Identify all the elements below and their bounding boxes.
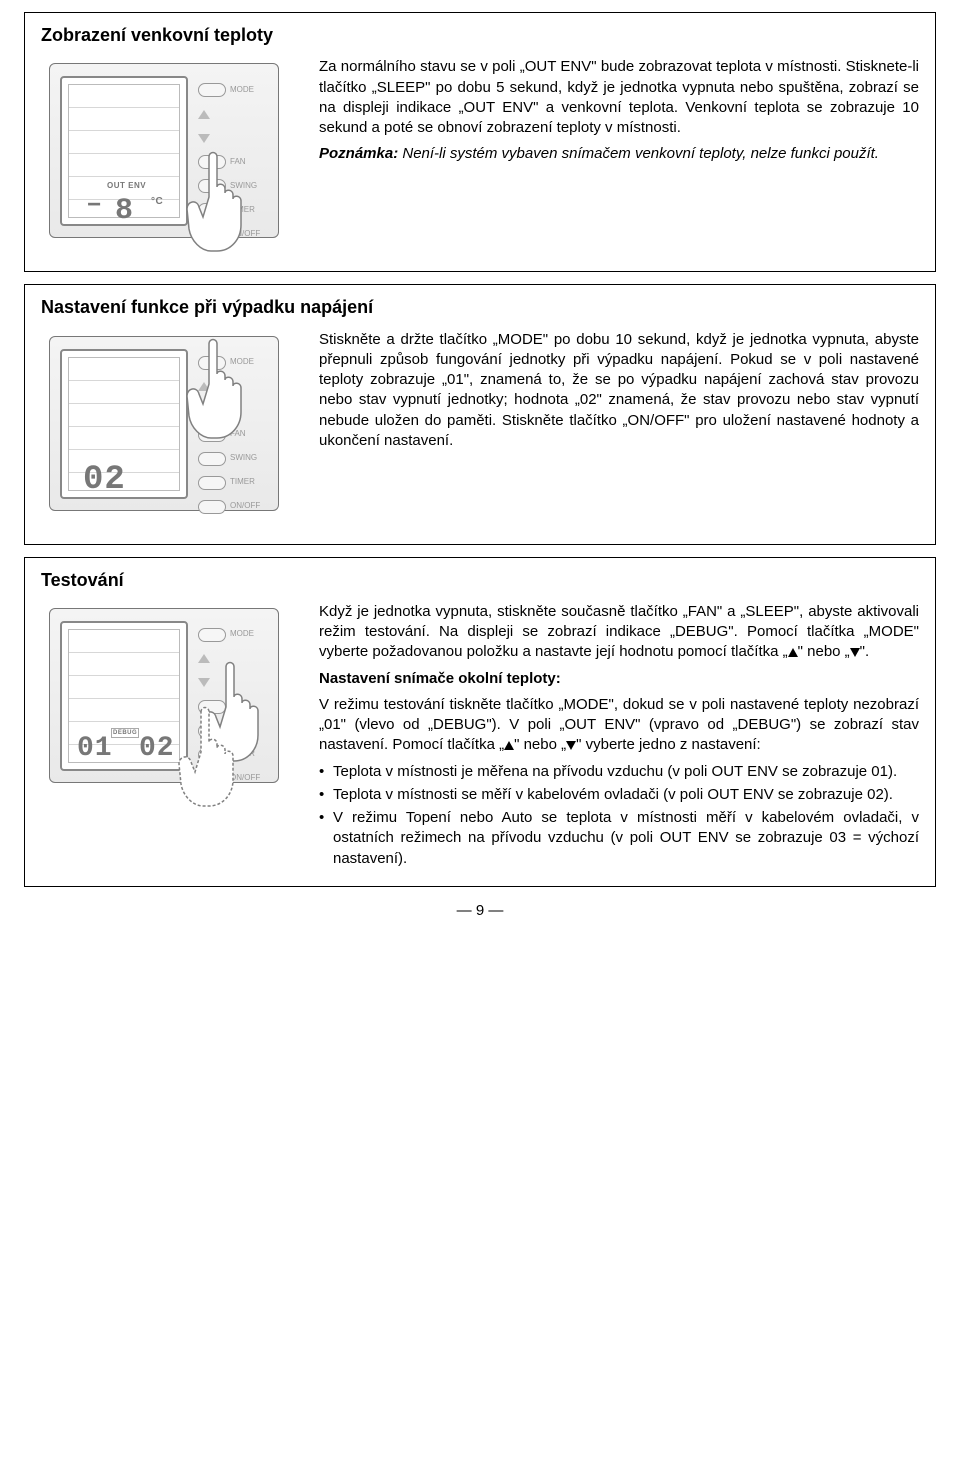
- list-item: Teplota v místnosti se měří v kabelovém …: [319, 785, 919, 805]
- arrow-down-icon[interactable]: [198, 134, 210, 143]
- mode-button[interactable]: [198, 83, 226, 97]
- onoff-label: ON/OFF: [230, 501, 260, 512]
- debug-badge: DEBUG: [111, 728, 139, 738]
- subheading: Nastavení snímače okolní teploty:: [319, 669, 919, 689]
- arrow-down-icon: [566, 741, 576, 750]
- illustration-device-3: 01 DEBUG 02 MODE FAN SWING TIMER ON/OFF: [41, 602, 301, 832]
- paragraph: Za normálního stavu se v poli „OUT ENV" …: [319, 57, 919, 138]
- mode-button[interactable]: [198, 628, 226, 642]
- note: Poznámka: Není-li systém vybaven snímače…: [319, 144, 919, 164]
- section-title: Zobrazení venkovní teploty: [41, 23, 919, 47]
- section-outdoor-temp: Zobrazení venkovní teploty OUT ENV 8 °C …: [24, 12, 936, 272]
- paragraph: Když je jednotka vypnuta, stiskněte souč…: [319, 602, 919, 663]
- swing-label: SWING: [230, 453, 257, 464]
- arrow-up-icon: [504, 741, 514, 750]
- hand-icon: [179, 334, 269, 444]
- timer-label: TIMER: [230, 477, 255, 488]
- section-row: OUT ENV 8 °C − MODE FAN SWING TIMER ON/O…: [41, 57, 919, 257]
- minus-icon: −: [87, 191, 102, 223]
- arrow-up-icon[interactable]: [198, 110, 210, 119]
- section-title: Testování: [41, 568, 919, 592]
- screen-unit: °C: [151, 195, 163, 209]
- list-item: V režimu Topení nebo Auto se teplota v m…: [319, 808, 919, 869]
- arrow-down-icon: [850, 648, 860, 657]
- section-row: 02 MODE FAN SWING TIMER ON/OFF Stiskněte…: [41, 330, 919, 530]
- note-label: Poznámka:: [319, 145, 398, 162]
- mode-label: MODE: [230, 629, 254, 640]
- device-screen: 01 DEBUG 02: [60, 621, 188, 771]
- screen-value: 8: [115, 191, 134, 232]
- paragraph: Stiskněte a držte tlačítko „MODE" po dob…: [319, 330, 919, 452]
- screen-inner: OUT ENV 8 °C −: [68, 84, 180, 218]
- mode-label: MODE: [230, 85, 254, 96]
- section-text: Když je jednotka vypnuta, stiskněte souč…: [319, 602, 919, 872]
- swing-button[interactable]: [198, 452, 226, 466]
- screen-value: 02: [83, 458, 126, 504]
- device-screen: 02: [60, 349, 188, 499]
- screen-right: 02: [139, 730, 175, 768]
- section-title: Nastavení funkce při výpadku napájení: [41, 295, 919, 319]
- illustration-device-2: 02 MODE FAN SWING TIMER ON/OFF: [41, 330, 301, 530]
- section-power-failure: Nastavení funkce při výpadku napájení 02…: [24, 284, 936, 544]
- onoff-button[interactable]: [198, 500, 226, 514]
- device-screen: OUT ENV 8 °C −: [60, 76, 188, 226]
- section-testing: Testování 01 DEBUG 02 MODE FAN SWING T: [24, 557, 936, 887]
- screen-inner: 02: [68, 357, 180, 491]
- paragraph: V režimu testování tiskněte tlačítko „MO…: [319, 695, 919, 756]
- screen-inner: 01 DEBUG 02: [68, 629, 180, 763]
- bullet-list: Teplota v místnosti je měřena na přívodu…: [319, 762, 919, 869]
- hand-icon-2: [171, 702, 261, 812]
- screen-left: 01: [77, 730, 113, 768]
- section-row: 01 DEBUG 02 MODE FAN SWING TIMER ON/OFF: [41, 602, 919, 872]
- hand-icon: [179, 147, 269, 257]
- section-text: Stiskněte a držte tlačítko „MODE" po dob…: [319, 330, 919, 458]
- page-number: — 9 —: [0, 901, 960, 921]
- arrow-up-icon: [788, 648, 798, 657]
- illustration-device-1: OUT ENV 8 °C − MODE FAN SWING TIMER ON/O…: [41, 57, 301, 257]
- note-text: Není-li systém vybaven snímačem venkovní…: [402, 145, 879, 162]
- timer-button[interactable]: [198, 476, 226, 490]
- section-text: Za normálního stavu se v poli „OUT ENV" …: [319, 57, 919, 170]
- list-item: Teplota v místnosti je měřena na přívodu…: [319, 762, 919, 782]
